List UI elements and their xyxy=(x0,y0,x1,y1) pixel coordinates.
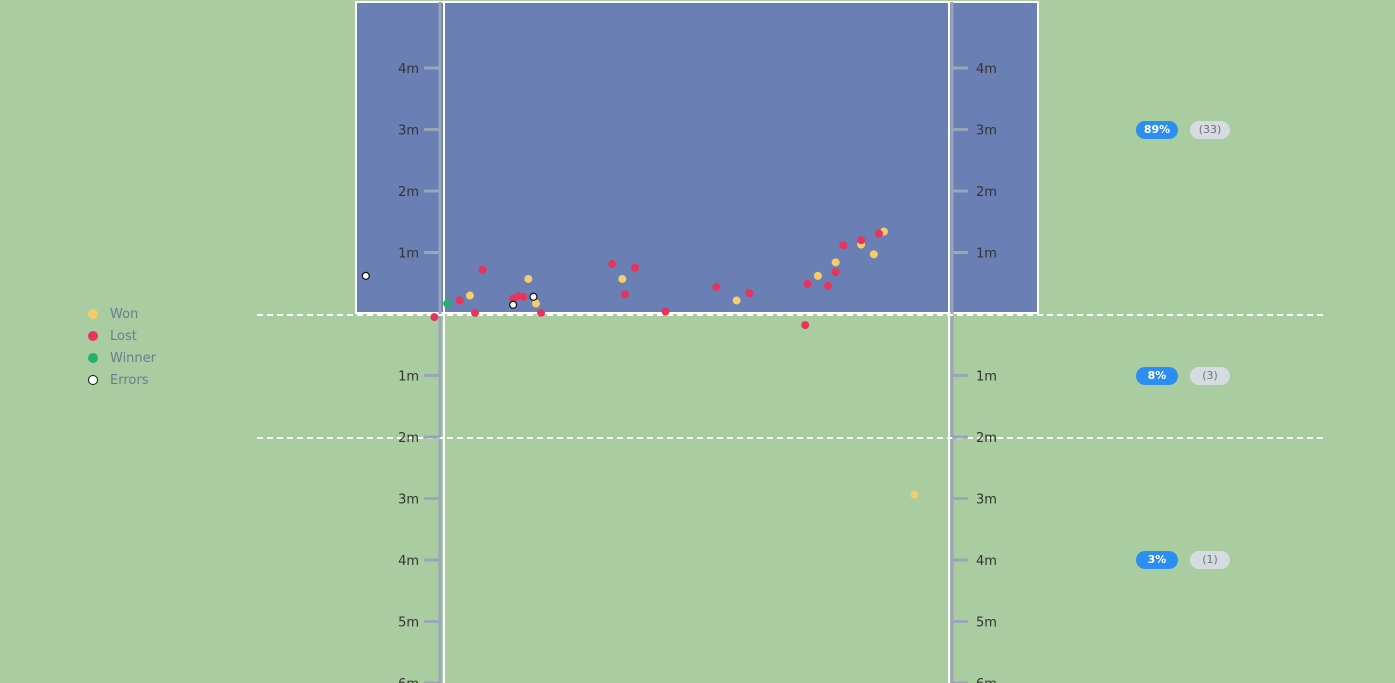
legend: Won Lost Winner Errors xyxy=(88,303,156,391)
point-lost-16[interactable] xyxy=(824,281,833,290)
tick-label-right-below-1: 2m xyxy=(976,431,997,446)
tick-label-left-above-2: 3m xyxy=(398,124,419,139)
tick-label-right-above-1: 2m xyxy=(976,185,997,200)
tick-label-right-below-3: 4m xyxy=(976,554,997,569)
tick-label-right-above-3: 4m xyxy=(976,62,997,77)
point-lost-18[interactable] xyxy=(839,241,848,250)
zone-count-badge: (1) xyxy=(1190,551,1230,569)
point-lost-11[interactable] xyxy=(661,307,670,316)
legend-label-lost: Lost xyxy=(110,328,137,344)
zone-percent-badge: 3% xyxy=(1136,551,1178,569)
tick-label-left-below-0: 1m xyxy=(398,370,419,385)
tick-label-left-below-3: 4m xyxy=(398,554,419,569)
tick-label-right-above-2: 3m xyxy=(976,124,997,139)
point-lost-19[interactable] xyxy=(857,236,866,245)
zone-count-badge: (3) xyxy=(1190,366,1230,385)
point-errors-0[interactable] xyxy=(361,271,370,280)
tick-label-right-above-0: 1m xyxy=(976,247,997,262)
zone-percent-badge: 89% xyxy=(1136,120,1178,139)
point-winner-0[interactable] xyxy=(443,299,452,308)
legend-label-errors: Errors xyxy=(110,372,149,388)
legend-item-won[interactable]: Won xyxy=(88,303,156,325)
point-lost-8[interactable] xyxy=(608,260,617,269)
point-lost-13[interactable] xyxy=(745,289,754,298)
point-lost-12[interactable] xyxy=(712,282,721,291)
point-lost-3[interactable] xyxy=(478,265,487,274)
tick-label-left-above-1: 2m xyxy=(398,185,419,200)
point-lost-6[interactable] xyxy=(519,292,528,301)
point-won-0[interactable] xyxy=(465,291,474,300)
goal-zone xyxy=(355,1,1039,314)
tick-label-left-below-4: 5m xyxy=(398,616,419,631)
legend-label-winner: Winner xyxy=(110,350,157,366)
tick-label-right-below-0: 1m xyxy=(976,370,997,385)
legend-item-errors[interactable]: Errors xyxy=(88,369,156,391)
tick-label-right-below-2: 3m xyxy=(976,493,997,508)
point-won-4[interactable] xyxy=(732,296,741,305)
tick-label-left-above-3: 4m xyxy=(398,62,419,77)
tick-label-right-below-4: 5m xyxy=(976,616,997,631)
zone-count-badge: (33) xyxy=(1190,120,1230,139)
point-lost-0[interactable] xyxy=(430,313,439,322)
point-won-5[interactable] xyxy=(813,271,822,280)
zone-stat-2: 3% (1) xyxy=(1136,551,1230,569)
point-won-10[interactable] xyxy=(910,490,919,499)
zone-stat-0: 89% (33) xyxy=(1136,120,1230,139)
legend-dot-lost xyxy=(88,331,98,341)
point-lost-9[interactable] xyxy=(620,290,629,299)
legend-label-won: Won xyxy=(110,306,139,322)
tick-label-left-below-5: 6m xyxy=(398,677,419,683)
point-lost-14[interactable] xyxy=(801,321,810,330)
zone-percent-badge: 8% xyxy=(1136,366,1178,385)
tick-label-right-below-5: 6m xyxy=(976,677,997,683)
point-won-1[interactable] xyxy=(524,274,533,283)
legend-dot-errors xyxy=(88,375,98,385)
legend-item-lost[interactable]: Lost xyxy=(88,325,156,347)
point-lost-20[interactable] xyxy=(874,229,883,238)
tick-label-left-below-2: 3m xyxy=(398,493,419,508)
legend-item-winner[interactable]: Winner xyxy=(88,347,156,369)
point-lost-15[interactable] xyxy=(803,279,812,288)
point-lost-2[interactable] xyxy=(471,308,480,317)
tick-label-left-below-1: 2m xyxy=(398,431,419,446)
legend-dot-winner xyxy=(88,353,98,363)
point-won-6[interactable] xyxy=(831,258,840,267)
tick-label-left-above-0: 1m xyxy=(398,247,419,262)
point-lost-10[interactable] xyxy=(631,263,640,272)
point-lost-7[interactable] xyxy=(537,308,546,317)
point-won-2[interactable] xyxy=(531,299,540,308)
point-errors-2[interactable] xyxy=(529,292,538,301)
point-errors-1[interactable] xyxy=(509,300,518,309)
point-won-8[interactable] xyxy=(869,250,878,259)
legend-dot-won xyxy=(88,309,98,319)
point-won-3[interactable] xyxy=(618,274,627,283)
zone-stat-1: 8% (3) xyxy=(1136,366,1230,385)
point-lost-17[interactable] xyxy=(831,268,840,277)
point-lost-1[interactable] xyxy=(455,296,464,305)
